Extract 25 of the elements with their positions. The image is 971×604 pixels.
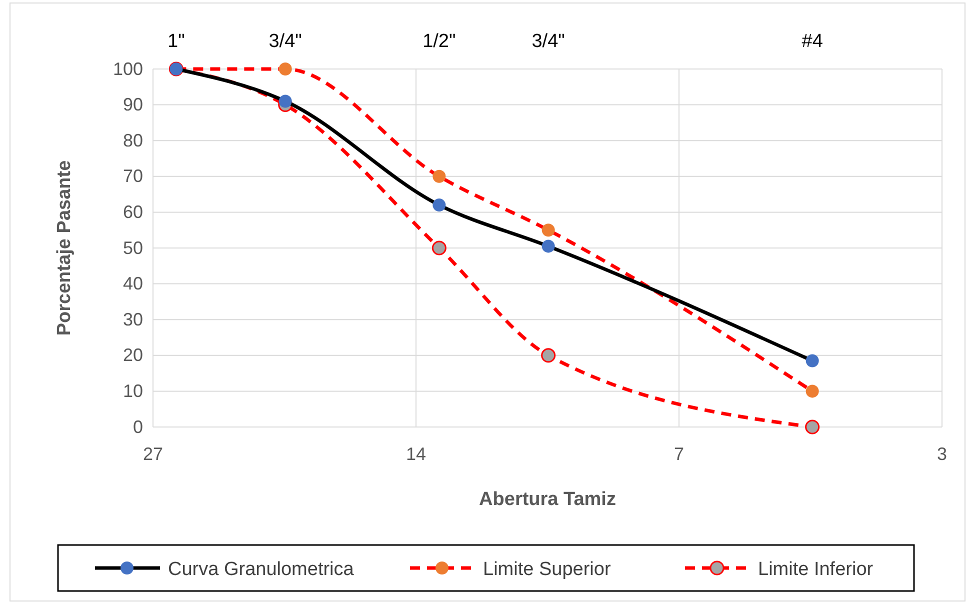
legend-label: Limite Superior [483, 559, 612, 580]
y-tick-label: 0 [132, 416, 143, 437]
legend-label: Curva Granulometrica [168, 559, 354, 580]
text: 1" [168, 31, 185, 52]
text: #4 [802, 31, 824, 52]
text: 1/2" [422, 31, 456, 52]
y-tick-label: 50 [122, 238, 143, 258]
y-tick-label: 90 [122, 94, 143, 115]
y-tick-label: 60 [122, 202, 143, 222]
y-tick-label: 70 [122, 166, 143, 186]
y-tick-label: 20 [122, 345, 143, 366]
y-tick-label: 10 [122, 380, 143, 401]
y-tick-label: 40 [122, 274, 143, 294]
legend-label: Limite Inferior [758, 559, 874, 580]
x-tick-label: 3 [936, 444, 948, 464]
x-tick-label: 14 [406, 444, 426, 464]
x-tick-label: 27 [142, 444, 164, 464]
y-tick-label: 80 [122, 130, 143, 150]
text: 3/4" [268, 31, 302, 52]
x-tick-label: 7 [674, 444, 684, 464]
y-axis-title: Porcentaje Pasante [54, 160, 75, 336]
y-tick-label: 100 [112, 58, 143, 79]
y-tick-label: 30 [122, 309, 143, 330]
text: 3/4" [532, 31, 565, 52]
x-axis-title: Abertura Tamiz [479, 489, 616, 510]
